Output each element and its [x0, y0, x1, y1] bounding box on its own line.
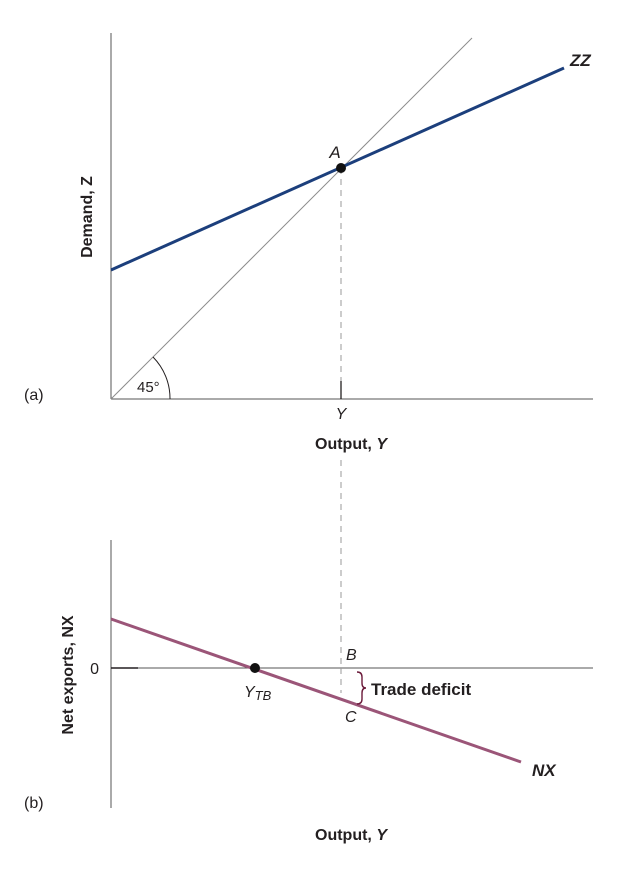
panel-a-tag: (a)	[24, 387, 44, 404]
y-tb-subscript: TB	[255, 688, 272, 703]
panel-a-x-axis-symbol: Y	[376, 436, 388, 453]
panel-b-tag: (b)	[24, 795, 44, 812]
y-tick-label: Y	[336, 406, 348, 423]
point-b-label: B	[346, 647, 357, 664]
zero-label: 0	[90, 661, 99, 678]
panel-a: A ZZ 45° Y Output, Y Demand, Z (a)	[24, 33, 593, 453]
panel-b-y-axis-label: Net exports, NX	[60, 615, 77, 734]
panel-b-x-axis-symbol: Y	[376, 827, 388, 844]
panel-b: 0 YTB B C Trade deficit NX Output, Y Net…	[24, 540, 593, 844]
trade-deficit-label: Trade deficit	[371, 680, 471, 699]
y-tb-main: Y	[244, 684, 256, 701]
y-tb-label: YTB	[244, 684, 272, 703]
zz-label: ZZ	[569, 51, 591, 70]
angle-arc	[152, 356, 171, 400]
trade-balance-point	[250, 663, 260, 673]
panel-a-x-axis-text: Output,	[315, 436, 376, 453]
panel-b-x-axis-label: Output, Y	[315, 827, 388, 844]
panel-b-x-axis-text: Output,	[315, 827, 376, 844]
nx-label: NX	[532, 761, 557, 780]
equilibrium-point-a	[336, 163, 346, 173]
angle-label: 45°	[137, 379, 160, 396]
45-degree-line	[110, 37, 473, 400]
trade-deficit-bracket	[356, 671, 367, 705]
point-a-label: A	[328, 143, 340, 162]
point-c-label: C	[345, 709, 357, 726]
panel-a-y-axis-label: Demand, Z	[79, 176, 96, 258]
nx-curve	[110, 617, 522, 764]
panel-a-x-axis-label: Output, Y	[315, 436, 388, 453]
